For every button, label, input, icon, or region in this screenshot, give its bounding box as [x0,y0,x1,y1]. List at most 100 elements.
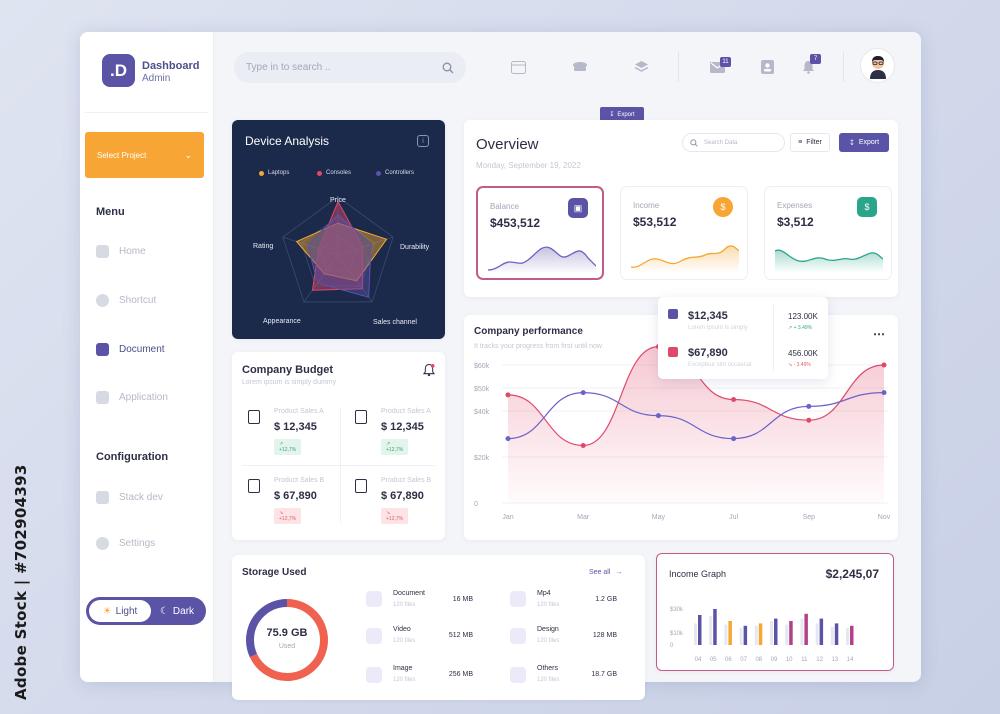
theme-dark-option[interactable]: ☾ Dark [151,606,203,617]
bar [850,625,854,645]
arrow-right-icon: → [615,569,623,576]
income-graph-card: Income Graph $2,245,07 [656,553,894,671]
storage-item-files: 120 files [537,638,560,644]
bar [819,618,824,645]
contact-icon[interactable] [759,60,775,74]
brand-logo[interactable]: .D [102,54,135,87]
expenses-card[interactable]: Expenses $3,512 $ [764,186,892,280]
y-tick-label: 0 [670,643,674,649]
y-tick-label: 0 [474,501,478,508]
income-sparkline [631,245,739,273]
data-point [731,436,737,442]
theme-light-option[interactable]: ☀ Light [89,600,151,622]
radar-grid [282,196,394,303]
filter-button[interactable]: ≡ Filter [790,133,830,152]
company-budget-subtitle: Lorem ipsum is simply dummy [242,379,337,386]
stat-label: Balance [490,202,519,211]
stat-value: $3,512 [777,215,814,229]
info-icon[interactable]: i [417,135,429,147]
budget-item-label: Product Sales B [381,477,432,484]
x-tick-label: 09 [771,657,778,663]
search-bar[interactable]: Type in to search .. [234,52,466,83]
overview-search-input[interactable]: Search Data [704,139,738,146]
brand-title: Dashboard [142,60,200,72]
storage-item-files: 120 files [393,638,416,644]
menu-heading: Menu [96,206,125,218]
floating-export-label: Export [617,111,635,118]
donut-slice [246,599,328,681]
layers-icon[interactable] [633,60,649,74]
sidebar-item-application[interactable]: Application [96,388,168,406]
y-tick-label: $60k [474,363,490,370]
y-tick-label: $30k [670,607,684,613]
theme-toggle[interactable]: ☀ Light ☾ Dark [86,597,206,625]
coin-icon: $ [713,197,733,217]
balance-card[interactable]: Balance $453,512 ▣ [476,186,604,280]
x-tick-label: 13 [831,657,838,663]
performance-tooltip: $12,345 Lorem Ipsum is simply 123.00K ↗ … [658,297,828,379]
user-avatar[interactable] [860,48,895,83]
floating-export-button[interactable]: ↧ Export [600,107,644,122]
image-icon [366,667,382,683]
sidebar-item-home[interactable]: Home [96,242,146,260]
document-icon [96,342,109,356]
search-icon[interactable] [442,62,454,74]
storage-item-name: Design [537,626,559,633]
notification-badge: 7 [810,54,821,64]
sidebar-item-label: Settings [119,537,156,549]
y-tick-label: $20k [474,455,490,462]
database-icon[interactable] [572,60,588,74]
tooltip-value: $12,345 [688,310,728,322]
radar-axis-rating: Rating [253,243,274,250]
storage-used-label: Used [278,643,296,650]
income-card[interactable]: Income $53,512 $ [620,186,748,280]
x-tick-label: 12 [816,657,823,663]
browser-icon[interactable] [510,60,526,74]
device-analysis-title: Device Analysis [245,134,330,148]
bar [698,615,702,645]
tooltip-change: + 3.49% [793,325,813,331]
sidebar-divider [85,112,208,113]
x-tick-label: 05 [710,657,717,663]
budget-item-value: $ 12,345 [274,421,317,433]
budget-item-change: +12,7% [279,516,297,522]
sidebar-item-shortcut[interactable]: Shortcut [96,291,156,309]
storage-item-files: 120 files [393,677,416,683]
data-point [806,417,812,423]
radar-axis-price: Price [330,197,346,204]
stat-value: $53,512 [633,215,677,229]
mail-badge: 11 [720,57,731,67]
export-button[interactable]: ↧ Export [839,133,889,152]
document-icon [248,479,260,493]
bell-icon[interactable] [423,363,435,377]
wallet-icon: ▣ [568,198,588,218]
bar-background [785,624,789,645]
data-point [505,392,511,398]
download-icon: ↧ [848,139,855,147]
storage-item-size: 18.7 GB [591,671,617,678]
select-project-dropdown[interactable]: Select Project ⌄ [85,132,204,178]
legend-label: Consoles [326,170,352,176]
legend-dot [376,170,381,176]
legend-label: Laptops [268,170,290,176]
radar-series-controllers [307,213,372,298]
sidebar-item-settings[interactable]: Settings [96,534,155,552]
data-point [731,397,737,402]
radar-spoke [303,254,339,303]
x-tick-label: 07 [740,657,747,663]
more-options-icon[interactable]: ⋯ [873,327,886,341]
see-all-label: See all [589,569,611,576]
tooltip-right-value: 456.00K [788,349,818,358]
avatar-illustration [869,55,886,79]
sidebar-item-stack-dev[interactable]: Stack dev [96,488,163,506]
overview-search[interactable]: Search Data [682,133,785,152]
see-all-link[interactable]: See all → [589,569,622,576]
home-icon [96,244,109,258]
search-input[interactable]: Type in to search .. [246,62,331,73]
legend-dot [317,170,322,176]
bar [743,625,748,645]
document-icon [355,479,367,493]
sidebar-item-document[interactable]: Document [96,340,165,358]
tooltip-desc: Lorem Ipsum is simply [688,325,748,331]
bar [728,621,732,645]
